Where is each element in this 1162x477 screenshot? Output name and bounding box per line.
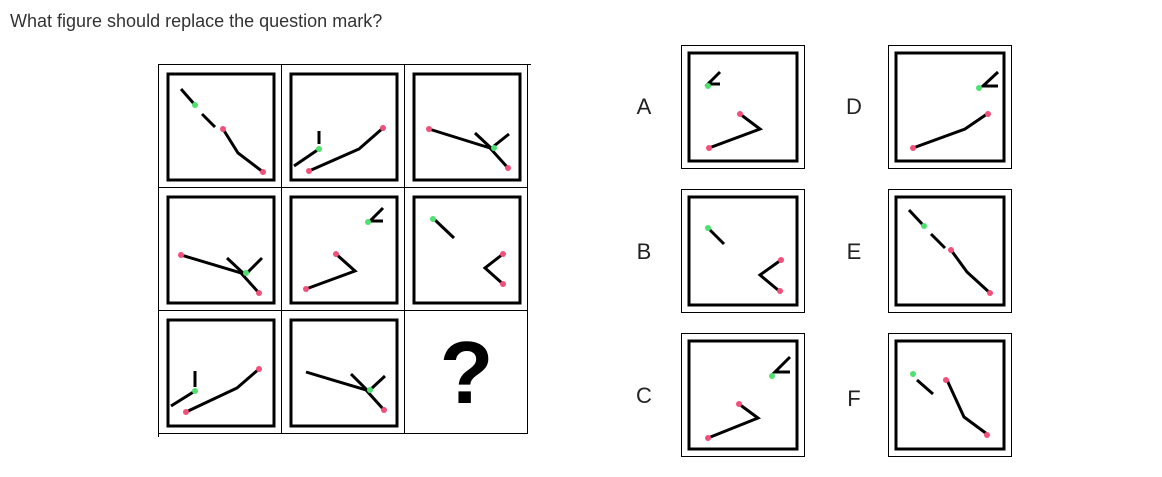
- option-d-figure: [894, 51, 1006, 163]
- option-d[interactable]: [888, 45, 1012, 169]
- figure-diagonal-line: [166, 72, 276, 182]
- grid-cell-1-2: [282, 65, 405, 188]
- option-e-label: E: [846, 239, 862, 264]
- grid-cell-2-2: [282, 188, 405, 311]
- option-a-figure: [687, 51, 799, 163]
- figure-falling-line: [289, 318, 399, 428]
- question-text: What figure should replace the question …: [10, 11, 383, 31]
- figure-falling-line: [412, 72, 522, 182]
- option-a-label: A: [636, 94, 652, 119]
- option-b-figure: [687, 195, 799, 307]
- option-f-figure: [894, 339, 1006, 451]
- grid-cell-3-1: [159, 311, 282, 434]
- grid-cell-1-1: [159, 65, 282, 188]
- option-f-label: F: [847, 386, 861, 411]
- option-b[interactable]: [681, 189, 805, 313]
- figure-chevron-line: [289, 195, 399, 305]
- option-f[interactable]: [888, 333, 1012, 457]
- option-e-figure: [894, 195, 1006, 307]
- option-c-figure: [687, 339, 799, 451]
- grid-cell-3-3-missing: ?: [405, 311, 528, 434]
- option-e[interactable]: [888, 189, 1012, 313]
- puzzle-grid: ?: [158, 64, 531, 437]
- option-d-label: D: [846, 94, 862, 119]
- option-b-label: B: [636, 239, 652, 264]
- grid-cell-1-3: [405, 65, 528, 188]
- grid-cell-2-1: [159, 188, 282, 311]
- figure-falling-line: [166, 195, 276, 305]
- option-a[interactable]: [681, 45, 805, 169]
- question-mark: ?: [439, 322, 494, 422]
- figure-rising-line: [289, 72, 399, 182]
- figure-split-line: [412, 195, 522, 305]
- option-c[interactable]: [681, 333, 805, 457]
- figure-rising-line: [166, 318, 276, 428]
- grid-cell-2-3: [405, 188, 528, 311]
- option-c-label: C: [636, 383, 652, 408]
- grid-cell-3-2: [282, 311, 405, 434]
